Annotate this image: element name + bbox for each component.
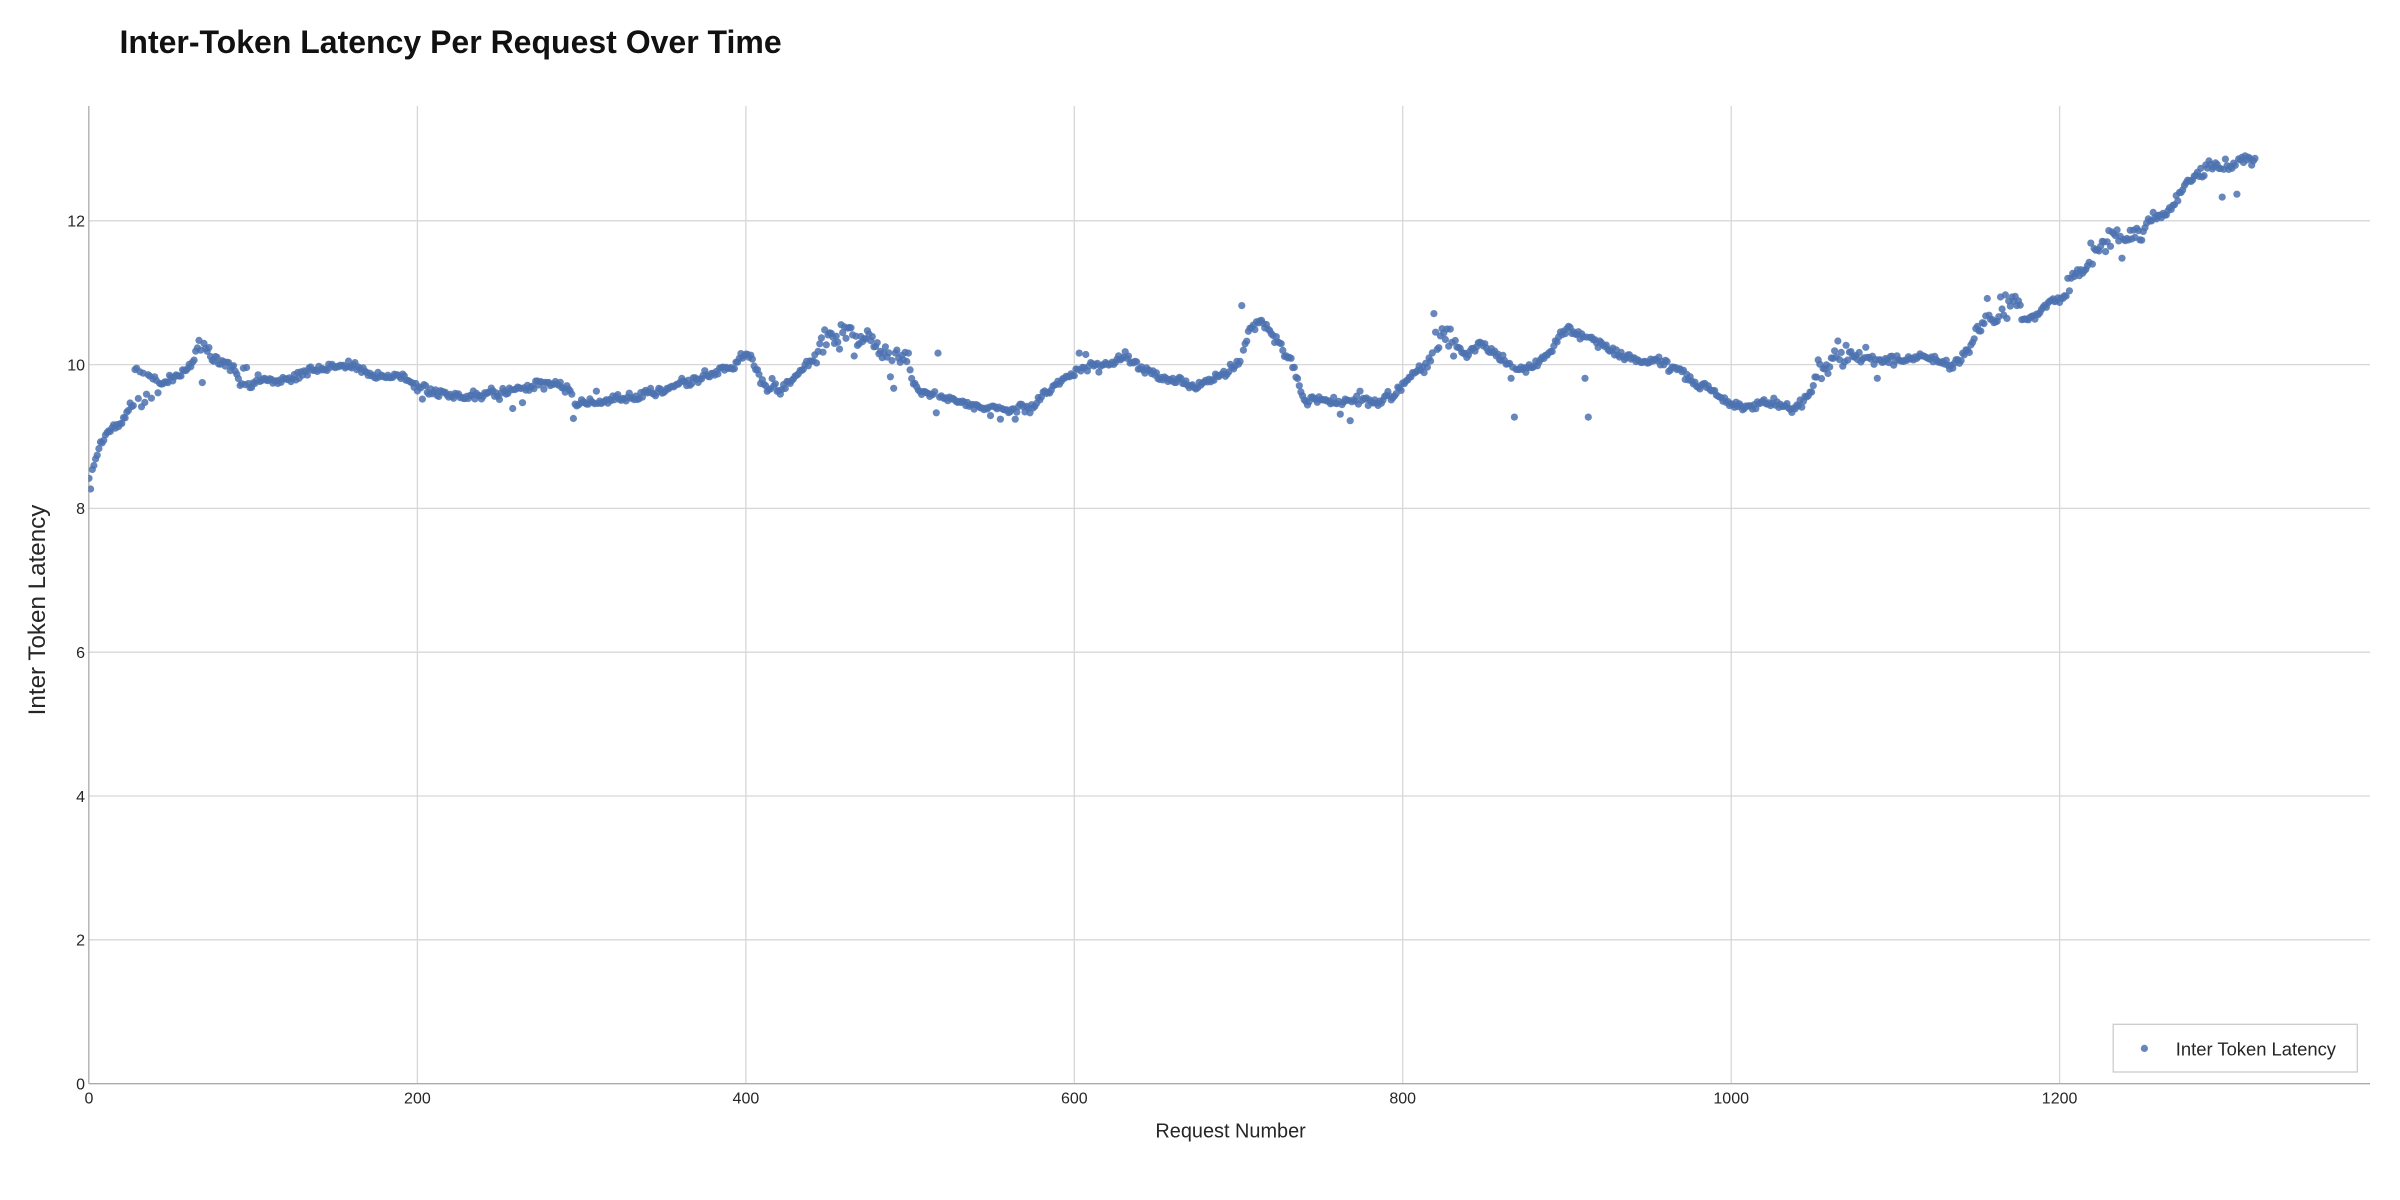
svg-text:600: 600 [1061, 1091, 1088, 1108]
svg-text:200: 200 [404, 1091, 431, 1108]
svg-text:400: 400 [733, 1091, 760, 1108]
svg-text:8: 8 [76, 501, 85, 518]
svg-text:800: 800 [1389, 1091, 1416, 1108]
svg-text:Request Number: Request Number [1155, 1120, 1306, 1142]
svg-text:6: 6 [76, 645, 85, 662]
svg-text:10: 10 [67, 357, 85, 374]
svg-text:Inter-Token Latency Per Reques: Inter-Token Latency Per Request Over Tim… [120, 24, 782, 60]
svg-text:2: 2 [76, 933, 85, 950]
svg-text:0: 0 [76, 1076, 85, 1093]
svg-text:12: 12 [67, 214, 85, 231]
svg-text:1200: 1200 [2042, 1091, 2078, 1108]
svg-text:0: 0 [85, 1091, 94, 1108]
svg-text:1000: 1000 [1713, 1091, 1749, 1108]
svg-text:Inter Token Latency: Inter Token Latency [2176, 1039, 2337, 1060]
svg-text:Inter Token Latency: Inter Token Latency [24, 504, 51, 716]
svg-text:4: 4 [76, 789, 85, 806]
